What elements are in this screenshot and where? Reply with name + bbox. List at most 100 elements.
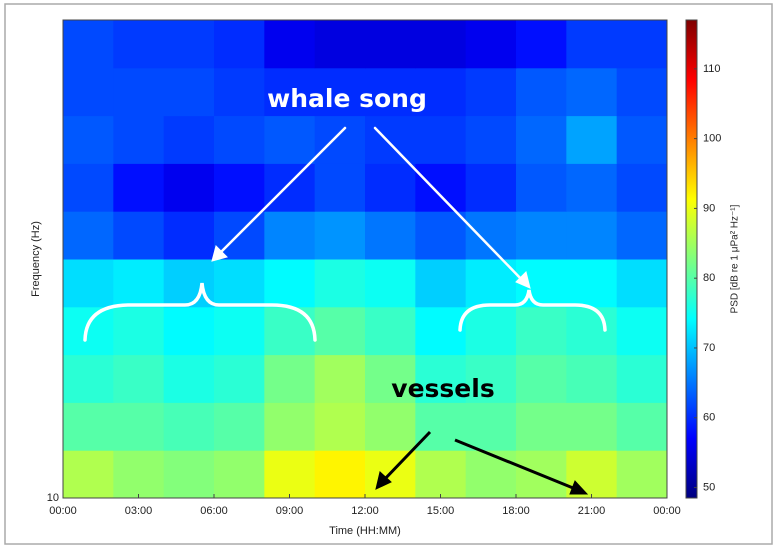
heatmap-cell [214,402,265,451]
heatmap-cell [264,450,316,499]
heatmap-cell [264,354,316,403]
heatmap-cell [113,259,165,308]
heatmap-cell [516,402,567,451]
heatmap-cell [415,306,467,356]
heatmap-cell [415,20,467,69]
vessel-arrows [375,430,589,495]
heatmap-cell [113,211,165,260]
heatmap-cell [465,450,517,499]
heatmap-cell [264,259,316,308]
heatmap-cell [516,211,567,260]
whale-annotation-shapes [83,126,607,342]
heatmap-cell [314,20,366,69]
x-tick-label: 00:00 [49,505,77,517]
heatmap-cell [415,163,467,212]
heatmap-cell [616,163,668,212]
heatmap-cell [566,354,618,403]
x-axis-label: Time (HH:MM) [329,525,401,537]
y-tick-label: 10 [47,492,59,504]
heatmap-cell [214,20,265,69]
arrowhead [515,271,531,289]
heatmap-cell [63,306,114,356]
heatmap-cell [566,163,618,212]
heatmap-cell [415,115,467,164]
heatmap-cell [566,259,618,308]
heatmap-cell [214,306,265,356]
heatmap-cell [365,163,416,212]
heatmap-cell [113,306,165,356]
heatmap-cell [566,67,618,117]
heatmap-cell [163,67,215,117]
heatmap-cell [63,163,114,212]
heatmap-cell [264,163,316,212]
heatmap [63,20,668,499]
heatmap-cell [616,450,668,499]
heatmap-cell [163,211,215,260]
heatmap-cell [214,354,265,403]
heatmap-cell [314,450,366,499]
heatmap-cell [516,67,567,117]
heatmap-cell [264,20,316,69]
heatmap-cell [314,402,366,451]
heatmap-cell [163,402,215,451]
heatmap-cell [616,211,668,260]
x-tick-label: 09:00 [276,505,304,517]
heatmap-cell [63,20,114,69]
arrow [454,438,579,492]
heatmap-cell [264,211,316,260]
heatmap-cell [415,402,467,451]
heatmap-cell [465,115,517,164]
x-tick-label: 00:00 [653,505,681,517]
heatmap-cell [365,259,416,308]
heatmap-cell [365,20,416,69]
heatmap-cell [616,20,668,69]
heatmap-cell [163,450,215,499]
heatmap-cell [415,67,467,117]
x-tick-label: 03:00 [125,505,153,517]
heatmap-cell [365,115,416,164]
colorbar-tick-label: 90 [703,202,715,214]
heatmap-cell [465,20,517,69]
heatmap-cell [113,163,165,212]
annotation: whale song [267,84,427,113]
heatmap-cell [264,67,316,117]
heatmap-cell [314,163,366,212]
heatmap-cell [264,402,316,451]
colorbar-tick-label: 60 [703,412,715,424]
heatmap-cell [415,354,467,403]
heatmap-cell [264,115,316,164]
heatmap-cell [566,402,618,451]
arrow [373,126,526,284]
heatmap-cell [465,67,517,117]
heatmap-cell [365,354,416,403]
heatmap-cell [63,259,114,308]
heatmap-cell [616,115,668,164]
y-axis-label: Frequency (Hz) [30,221,42,297]
heatmap-cell [63,354,114,403]
heatmap-cell [113,450,165,499]
heatmap-cell [566,306,618,356]
heatmap-cell [163,306,215,356]
arrowhead [569,480,589,495]
heatmap-cell [516,163,567,212]
heatmap-cell [314,306,366,356]
heatmap-cell [415,211,467,260]
heatmap-cell [365,402,416,451]
x-tick-label: 18:00 [502,505,530,517]
arrowhead [211,245,228,262]
colorbar [685,19,698,499]
heatmap-cell [616,67,668,117]
heatmap-cell [465,306,517,356]
heatmap-cell [314,354,366,403]
heatmap-cell [113,402,165,451]
heatmap-cell [616,354,668,403]
brace [458,289,607,332]
heatmap-cell [113,67,165,117]
arrow [380,430,432,484]
colorbar-tick-label: 110 [703,63,721,75]
heatmap-cell [465,163,517,212]
heatmap-cell [63,115,114,164]
heatmap-cell [63,67,114,117]
heatmap-cell [163,20,215,69]
